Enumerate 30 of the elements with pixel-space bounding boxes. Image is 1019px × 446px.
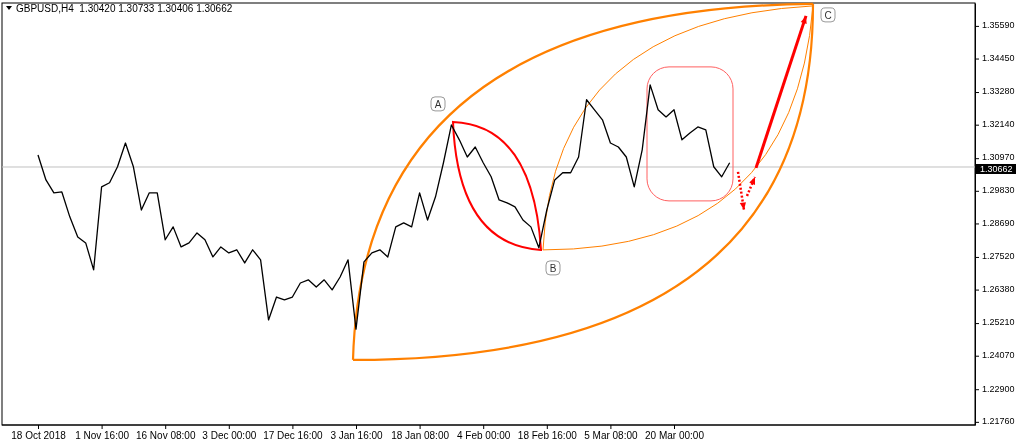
chart-title: GBPUSD,H4 1.30420 1.30733 1.30406 1.30662: [16, 3, 233, 14]
y-tick-label: 1.22900: [982, 383, 1015, 394]
x-tick-label: 4 Feb 00:00: [457, 430, 511, 442]
ref-line-label: 1.30662: [980, 163, 1013, 174]
y-tick-label: 1.35590: [982, 20, 1015, 31]
annotation: A: [434, 98, 442, 110]
y-tick-label: 1.24070: [982, 350, 1015, 361]
y-tick-label: 1.32140: [982, 118, 1015, 129]
y-tick-label: 1.25210: [982, 317, 1015, 328]
x-tick-label: 1 Nov 16:00: [75, 430, 130, 442]
x-tick-label: 20 Mar 00:00: [645, 430, 705, 442]
y-tick-label: 1.29830: [982, 185, 1015, 196]
y-tick-label: 1.21760: [982, 416, 1015, 427]
x-tick-label: 18 Oct 2018: [11, 430, 67, 442]
y-tick-label: 1.28690: [982, 217, 1015, 228]
y-tick-label: 1.27520: [982, 251, 1015, 262]
x-tick-label: 17 Dec 16:00: [263, 430, 324, 442]
line-series: [37, 84, 731, 330]
x-tick-label: 18 Jan 08:00: [391, 430, 450, 442]
x-tick-label: 16 Nov 08:00: [135, 430, 196, 442]
y-tick-label: 1.26380: [982, 283, 1015, 294]
y-tick-label: 1.33280: [982, 86, 1015, 97]
annotation: C: [824, 9, 832, 21]
annotation: B: [549, 262, 557, 274]
y-tick-label: 1.34450: [982, 52, 1015, 63]
y-tick-label: 1.30970: [982, 152, 1015, 163]
x-tick-label: 3 Dec 00:00: [202, 430, 257, 442]
x-tick-label: 5 Mar 08:00: [584, 430, 639, 442]
x-tick-label: 3 Jan 16:00: [330, 430, 384, 442]
x-tick-label: 18 Feb 16:00: [517, 430, 578, 442]
